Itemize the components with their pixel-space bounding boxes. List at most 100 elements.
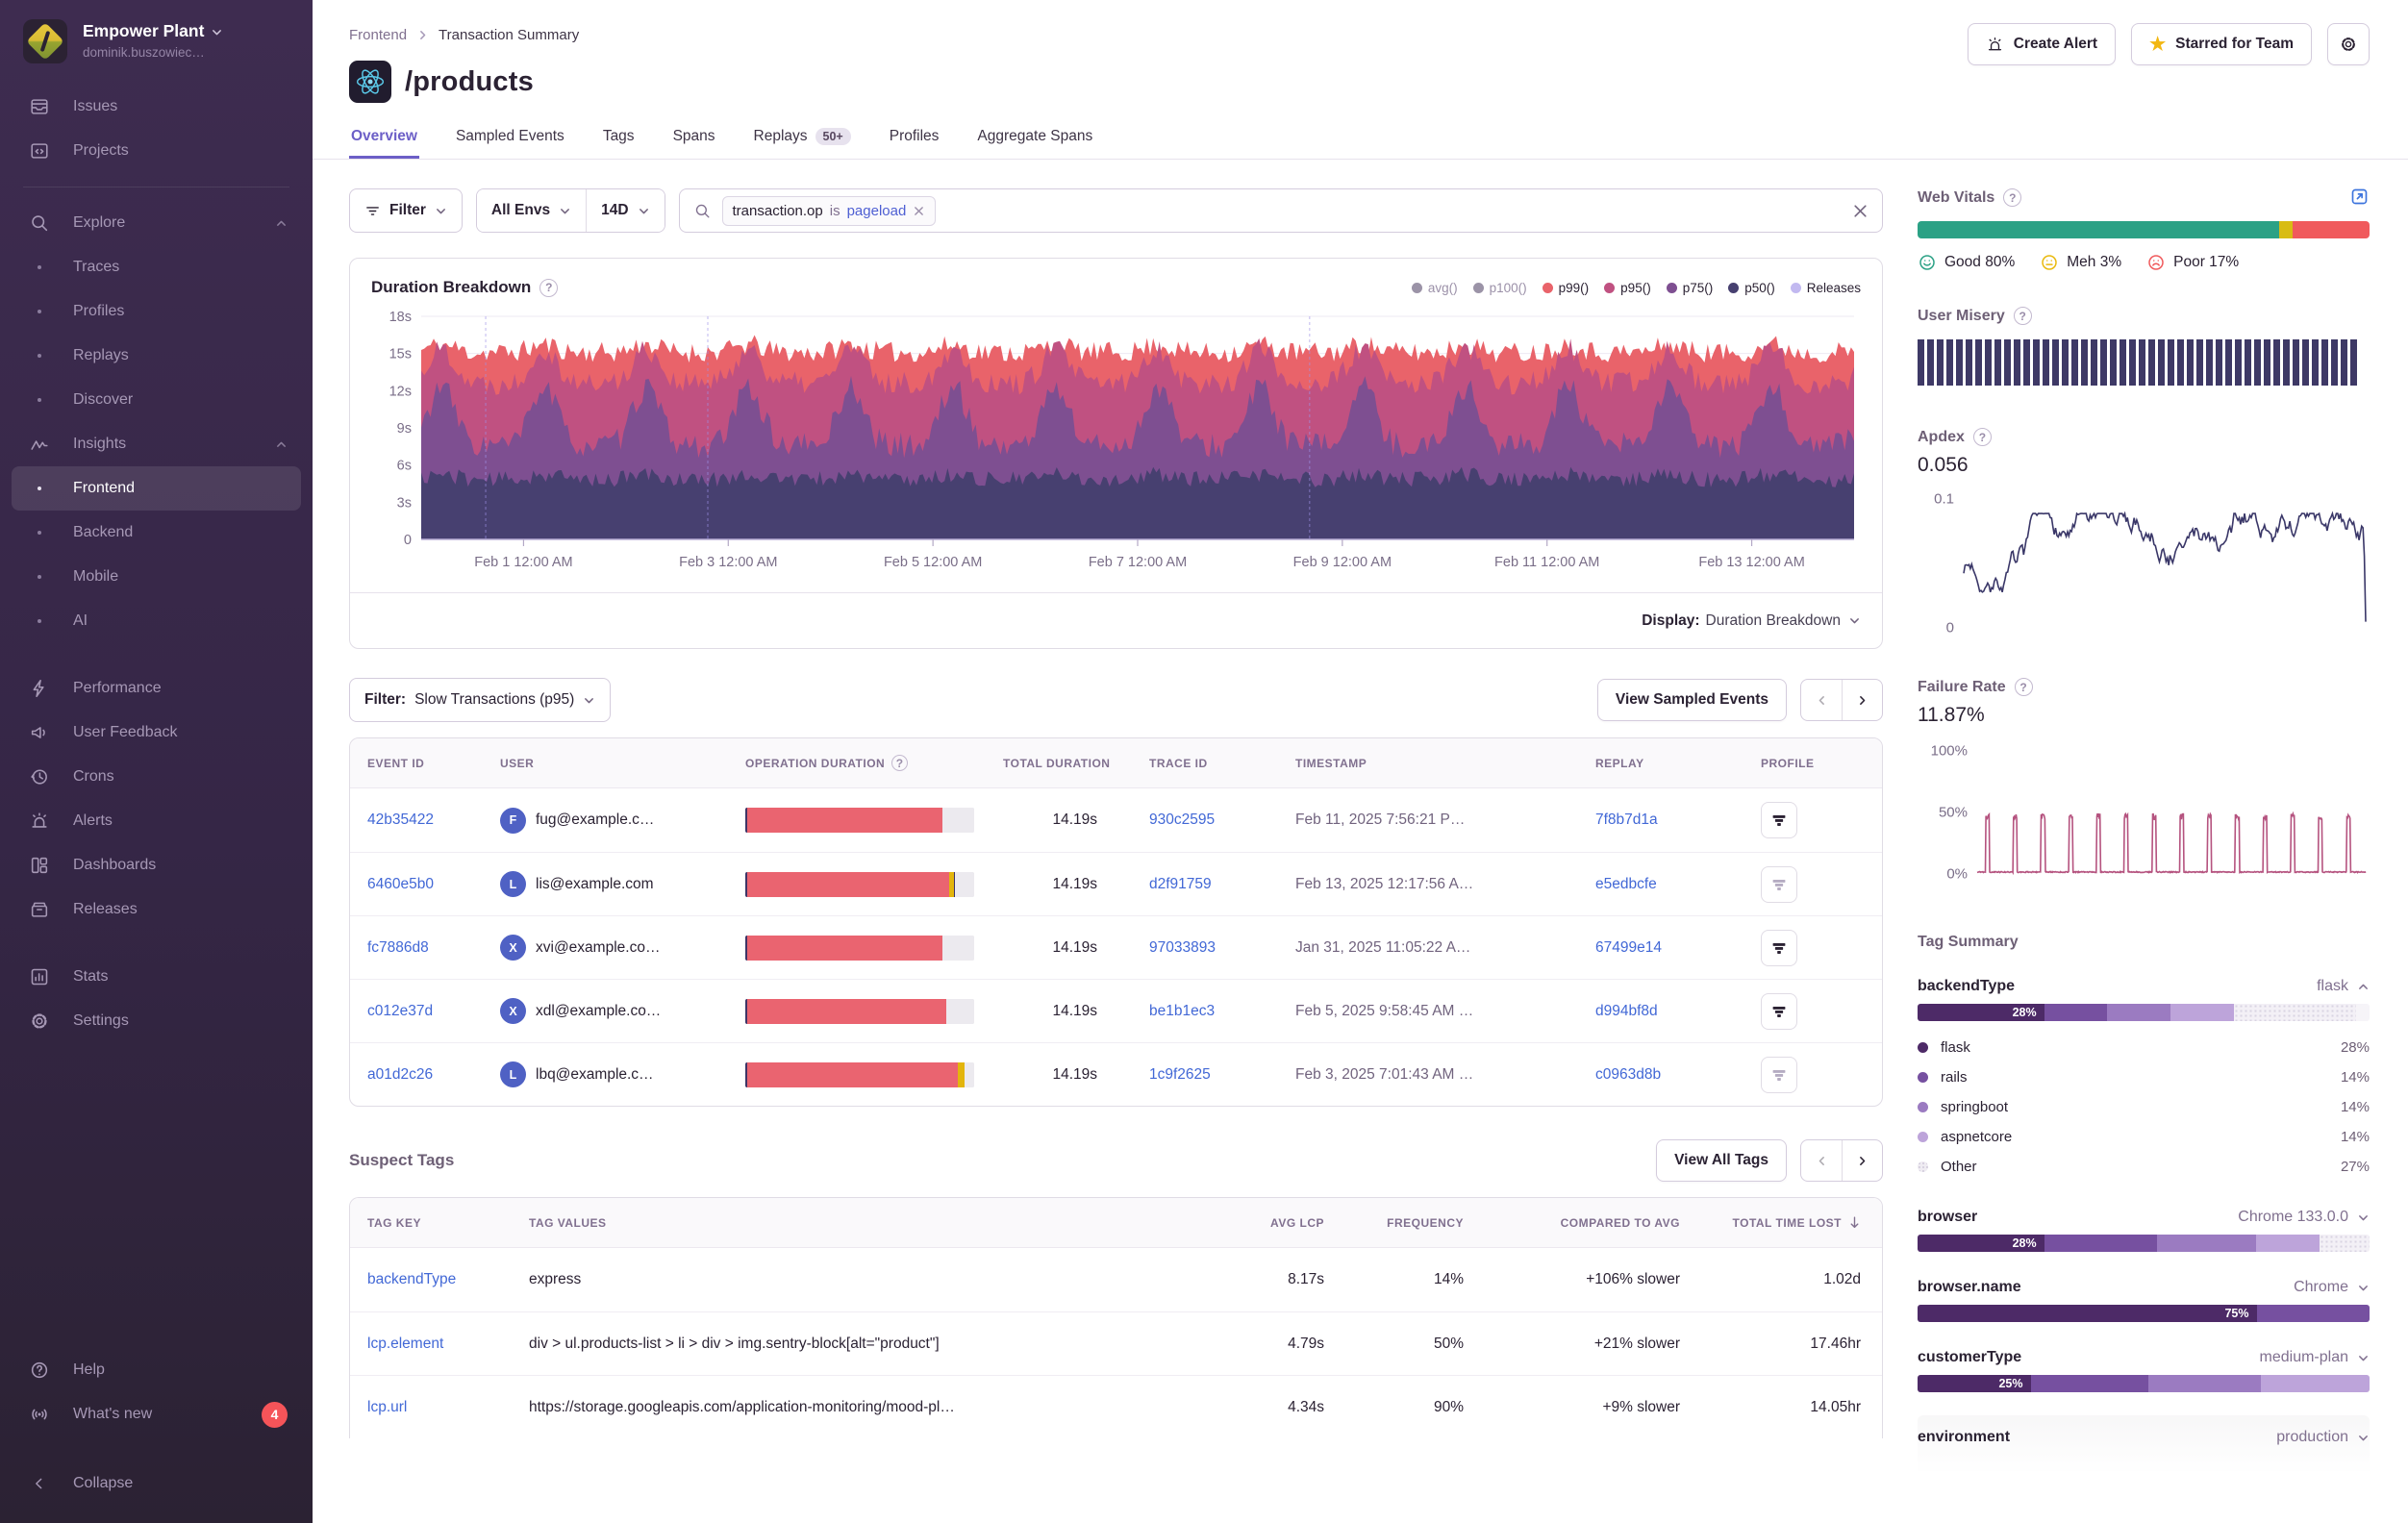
help-icon[interactable]: ? xyxy=(2015,678,2033,696)
tag-distribution-bar[interactable]: 25% xyxy=(1918,1375,2370,1392)
sidebar-item-explore[interactable]: Explore xyxy=(12,201,301,245)
legend-item-avg[interactable]: avg() xyxy=(1412,281,1458,295)
tab-aggregate-spans[interactable]: Aggregate Spans xyxy=(975,128,1094,159)
sidebar-item-performance[interactable]: Performance xyxy=(12,666,301,711)
failure-rate-chart[interactable]: 100%50%0% xyxy=(1918,727,2370,891)
view-all-tags-button[interactable]: View All Tags xyxy=(1656,1139,1787,1182)
tag-legend-item[interactable]: rails14% xyxy=(1918,1062,2370,1092)
tag-legend-item[interactable]: flask28% xyxy=(1918,1033,2370,1062)
sidebar-item-projects[interactable]: Projects xyxy=(12,129,301,173)
help-icon[interactable]: ? xyxy=(891,755,908,771)
legend-item-p100[interactable]: p100() xyxy=(1473,281,1527,295)
replay-link[interactable]: e5edbcfe xyxy=(1595,876,1657,893)
profile-button[interactable] xyxy=(1761,993,1797,1030)
tab-tags[interactable]: Tags xyxy=(601,128,637,159)
duration-breakdown-chart[interactable]: 18s15s12s9s6s3s0Feb 1 12:00 AMFeb 3 12:0… xyxy=(371,297,1861,587)
help-icon[interactable]: ? xyxy=(1973,428,1992,446)
profile-button[interactable] xyxy=(1761,1057,1797,1093)
clear-search-icon[interactable] xyxy=(1852,203,1869,219)
replay-link[interactable]: 7f8b7d1a xyxy=(1595,811,1658,829)
profile-button[interactable] xyxy=(1761,802,1797,838)
legend-item-p50[interactable]: p50() xyxy=(1728,281,1775,295)
tab-sampled-events[interactable]: Sampled Events xyxy=(454,128,566,159)
column-header[interactable]: Total Time Lost xyxy=(1701,1215,1882,1230)
help-icon[interactable]: ? xyxy=(2014,307,2032,325)
tag-distribution-bar[interactable]: 28% xyxy=(1918,1235,2370,1252)
sidebar-item-backend[interactable]: Backend xyxy=(12,511,301,555)
event-id-link[interactable]: 6460e5b0 xyxy=(367,876,434,893)
sidebar-item-ai[interactable]: AI xyxy=(12,599,301,643)
legend-item-p99[interactable]: p99() xyxy=(1543,281,1590,295)
breadcrumb-item[interactable]: Frontend xyxy=(349,27,407,43)
event-id-link[interactable]: c012e37d xyxy=(367,1003,433,1020)
tag-section-dropdown[interactable]: flask xyxy=(2317,978,2370,995)
trace-id-link[interactable]: 97033893 xyxy=(1149,939,1216,957)
trace-id-link[interactable]: be1b1ec3 xyxy=(1149,1003,1215,1020)
prev-page-icon[interactable] xyxy=(1801,1140,1842,1181)
sidebar-item-user-feedback[interactable]: User Feedback xyxy=(12,711,301,755)
filter-dropdown[interactable]: Filter xyxy=(349,188,463,233)
create-alert-button[interactable]: Create Alert xyxy=(1968,23,2116,65)
operation-duration-bar[interactable] xyxy=(745,999,974,1024)
replay-link[interactable]: 67499e14 xyxy=(1595,939,1662,957)
trace-id-link[interactable]: 1c9f2625 xyxy=(1149,1066,1211,1084)
sidebar-item-releases[interactable]: Releases xyxy=(12,887,301,932)
sidebar-item-frontend[interactable]: Frontend xyxy=(12,466,301,511)
tag-legend-item[interactable]: Other27% xyxy=(1918,1152,2370,1182)
legend-item-Releases[interactable]: Releases xyxy=(1791,281,1861,295)
sidebar-item-discover[interactable]: Discover xyxy=(12,378,301,422)
starred-for-team-button[interactable]: ★ Starred for Team xyxy=(2131,23,2312,65)
replay-link[interactable]: d994bf8d xyxy=(1595,1003,1658,1020)
apdex-chart[interactable]: 0.10 xyxy=(1918,477,2370,649)
event-id-link[interactable]: 42b35422 xyxy=(367,811,434,829)
search-filter-token[interactable]: transaction.op is pageload xyxy=(722,196,937,226)
sidebar-item-alerts[interactable]: Alerts xyxy=(12,799,301,843)
event-id-link[interactable]: a01d2c26 xyxy=(367,1066,433,1084)
help-icon[interactable]: ? xyxy=(2003,188,2021,207)
operation-duration-bar[interactable] xyxy=(745,936,974,961)
operation-duration-bar[interactable] xyxy=(745,872,974,897)
event-id-link[interactable]: fc7886d8 xyxy=(367,939,429,957)
prev-page-icon[interactable] xyxy=(1801,680,1842,720)
sidebar-item-crons[interactable]: Crons xyxy=(12,755,301,799)
tab-replays[interactable]: Replays50+ xyxy=(752,128,853,159)
org-switcher[interactable]: Empower Plant dominik.buszowiec… xyxy=(0,19,313,69)
next-page-icon[interactable] xyxy=(1842,1140,1882,1181)
environment-dropdown[interactable]: All Envs xyxy=(477,189,586,232)
view-sampled-events-button[interactable]: View Sampled Events xyxy=(1597,679,1787,721)
user-misery-chart[interactable] xyxy=(1918,339,2370,386)
web-vitals-bar[interactable] xyxy=(1918,221,2370,238)
sidebar-item-insights[interactable]: Insights xyxy=(12,422,301,466)
tag-section-dropdown[interactable]: Chrome 133.0.0 xyxy=(2238,1209,2370,1226)
sidebar-item-dashboards[interactable]: Dashboards xyxy=(12,843,301,887)
settings-gear-button[interactable] xyxy=(2327,23,2370,65)
sidebar-collapse[interactable]: Collapse xyxy=(12,1461,301,1506)
profile-button[interactable] xyxy=(1761,866,1797,903)
open-in-new-icon[interactable] xyxy=(2349,187,2370,207)
search-input[interactable]: transaction.op is pageload xyxy=(679,188,1883,233)
profile-button[interactable] xyxy=(1761,930,1797,966)
help-icon[interactable]: ? xyxy=(539,279,558,297)
tab-overview[interactable]: Overview xyxy=(349,128,419,159)
tag-distribution-bar[interactable]: 75% xyxy=(1918,1305,2370,1322)
tag-key-link[interactable]: lcp.element xyxy=(367,1336,443,1353)
sidebar-item-traces[interactable]: Traces xyxy=(12,245,301,289)
sidebar-item-replays[interactable]: Replays xyxy=(12,334,301,378)
sidebar-item-help[interactable]: Help xyxy=(12,1348,301,1392)
sidebar-item-profiles[interactable]: Profiles xyxy=(12,289,301,334)
tag-section-dropdown[interactable]: medium-plan xyxy=(2260,1349,2370,1366)
sidebar-item-stats[interactable]: Stats xyxy=(12,955,301,999)
tag-section-dropdown[interactable]: production xyxy=(2276,1429,2370,1446)
tag-key-link[interactable]: lcp.url xyxy=(367,1399,407,1416)
legend-item-p75[interactable]: p75() xyxy=(1667,281,1714,295)
remove-token-icon[interactable] xyxy=(913,205,925,217)
trace-id-link[interactable]: d2f91759 xyxy=(1149,876,1212,893)
sidebar-item-issues[interactable]: Issues xyxy=(12,85,301,129)
tag-section-dropdown[interactable]: Chrome xyxy=(2294,1279,2370,1296)
sidebar-item-mobile[interactable]: Mobile xyxy=(12,555,301,599)
tag-legend-item[interactable]: springboot14% xyxy=(1918,1092,2370,1122)
transactions-filter-dropdown[interactable]: Filter: Slow Transactions (p95) xyxy=(349,678,611,722)
display-dropdown[interactable]: Duration Breakdown xyxy=(1706,612,1861,630)
tag-distribution-bar[interactable]: 28% xyxy=(1918,1004,2370,1021)
next-page-icon[interactable] xyxy=(1842,680,1882,720)
